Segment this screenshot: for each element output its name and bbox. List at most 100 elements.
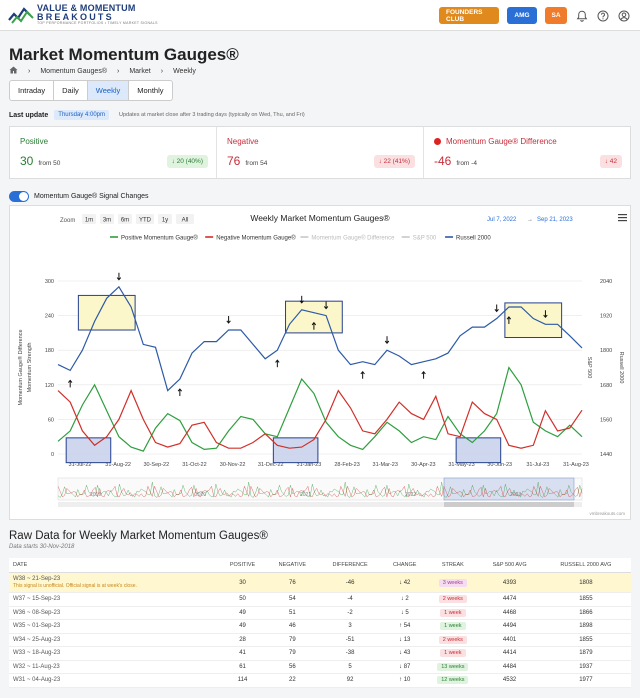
help-icon[interactable] xyxy=(596,9,609,22)
legend-item[interactable]: S&P 500 xyxy=(401,236,437,242)
column-header[interactable]: S&P 500 AVG xyxy=(478,558,541,573)
breadcrumb-item[interactable]: Market xyxy=(129,67,151,75)
y-tick-left: 240 xyxy=(45,314,54,320)
zoom-3m-button[interactable]: 3m xyxy=(100,214,114,224)
timeframe-tabs: Intraday Daily Weekly Monthly xyxy=(9,80,173,101)
column-header[interactable]: STREAK xyxy=(427,558,479,573)
legend-item[interactable]: Negative Momentum Gauge® xyxy=(205,235,296,242)
row-date: W37 ~ 15-Sep-23 xyxy=(13,596,61,603)
x-tick-label: 30-Sep-22 xyxy=(143,462,169,468)
founders-club-button[interactable]: FOUNDERS CLUB xyxy=(439,7,499,24)
page-title: Market Momentum Gauges® xyxy=(9,45,239,64)
positive-change-badge: ↓ 20 (40%) xyxy=(166,155,208,168)
zoom-ytd-button[interactable]: YTD xyxy=(136,214,154,224)
signal-down-arrow-icon xyxy=(299,295,304,304)
table-row[interactable]: W36 ~ 08-Sep-23 49 51 -2 ↓ 5 1 week 4468 1866 xyxy=(9,606,631,620)
navigator-year-label: 2019 xyxy=(90,492,101,498)
cell-negative: 79 xyxy=(266,646,319,661)
legend-item[interactable]: Positive Momentum Gauge® xyxy=(110,235,198,242)
range-from[interactable]: Jul 7, 2022 xyxy=(487,217,517,223)
x-tick-label: 31-Jan-23 xyxy=(297,462,322,468)
range-to[interactable]: Sep 21, 2023 xyxy=(537,217,573,223)
chart-menu-icon[interactable] xyxy=(618,214,627,222)
amg-button[interactable]: AMG xyxy=(507,7,537,24)
streak-badge: 2 weeks xyxy=(438,595,467,604)
column-header[interactable]: POSITIVE xyxy=(218,558,267,573)
tab-daily[interactable]: Daily xyxy=(54,81,88,100)
tab-weekly[interactable]: Weekly xyxy=(87,81,130,100)
streak-badge: 3 weeks xyxy=(438,578,467,587)
trough-highlight-box xyxy=(65,437,112,464)
table-row[interactable]: W31 ~ 04-Aug-23 114 22 92 ↑ 10 12 weeks 4532 19… xyxy=(9,673,631,688)
home-icon[interactable] xyxy=(9,66,18,76)
positive-stat: Positive 30 from 50 ↓ 20 (40%) xyxy=(10,127,217,178)
x-tick-label: 30-Nov-22 xyxy=(220,462,246,468)
zoom-all-button[interactable]: All xyxy=(176,214,194,224)
x-tick-label: 31-Jul-22 xyxy=(69,462,92,468)
last-update-time: Thursday 4:00pm xyxy=(54,110,109,120)
signal-down-arrow-icon xyxy=(543,310,548,319)
signal-up-arrow-icon xyxy=(177,388,183,397)
cell-difference: -4 xyxy=(318,592,383,607)
tab-monthly[interactable]: Monthly xyxy=(137,86,164,95)
user-account-icon[interactable] xyxy=(617,9,630,22)
cell-streak: 1 week xyxy=(427,619,479,634)
navigator-scrollbar-thumb[interactable] xyxy=(444,502,574,507)
table-row[interactable]: W32 ~ 11-Aug-23 61 56 5 ↓ 87 13 weeks 4484 1937 xyxy=(9,660,631,674)
cell-positive: 30 xyxy=(218,572,267,593)
signal-up-arrow-icon xyxy=(421,370,426,379)
cell-spx: 4484 xyxy=(478,660,541,674)
difference-change-badge: ↓ 42 xyxy=(599,155,622,168)
cell-spx: 4401 xyxy=(478,633,541,647)
last-update-label: Last update xyxy=(9,111,49,119)
brand-logo[interactable]: VALUE & MOMENTUM BREAKOUTS TOP PERFORMAN… xyxy=(8,4,158,26)
arrow-up-icon: ↑ xyxy=(399,623,403,630)
cell-rut: 1855 xyxy=(540,633,631,647)
x-tick-label: 31-Dec-22 xyxy=(258,462,284,468)
table-row[interactable]: W34 ~ 25-Aug-23 28 79 -51 ↓ 13 2 weeks 4401 185… xyxy=(9,633,631,647)
cell-rut: 1898 xyxy=(540,619,631,634)
bell-icon[interactable] xyxy=(575,9,588,22)
column-header[interactable]: RUSSELL 2000 AVG xyxy=(540,558,631,573)
negative-from: from 54 xyxy=(245,160,268,167)
y-axis-label-right-2: Russell 2000 xyxy=(618,352,624,384)
y-tick-right: 2040 xyxy=(600,279,612,285)
column-header[interactable]: NEGATIVE xyxy=(266,558,319,573)
table-row[interactable]: W35 ~ 01-Sep-23 49 46 3 ↑ 54 1 week 4494 1898 xyxy=(9,619,631,634)
legend-item[interactable]: Russell 2000 xyxy=(445,236,491,242)
y-axis-label-left-2: Momentum Strength xyxy=(27,343,33,393)
y-tick-left: 180 xyxy=(45,348,54,354)
row-date: W34 ~ 25-Aug-23 xyxy=(13,636,61,643)
navigator-year-label: 2021 xyxy=(300,492,311,498)
cell-negative: 22 xyxy=(266,673,319,688)
momentum-chart[interactable]: Zoom 1m 3m 6m YTD 1y All Weekly Market Moment… xyxy=(10,206,630,519)
legend-item[interactable]: Momentum Gauge® Difference xyxy=(300,235,395,242)
zoom-1y-button[interactable]: 1y xyxy=(158,214,172,224)
tab-intraday[interactable]: Intraday xyxy=(10,81,55,100)
cell-negative: 76 xyxy=(266,572,319,593)
last-update-row: Last update Thursday 4:00pm Updates at m… xyxy=(9,110,305,120)
column-header[interactable]: DATE xyxy=(9,558,219,573)
y-tick-right: 1920 xyxy=(600,314,612,320)
signal-changes-toggle[interactable] xyxy=(9,191,29,202)
table-row[interactable]: W33 ~ 18-Aug-23 41 79 -38 ↓ 43 1 week 4414 1879 xyxy=(9,646,631,661)
signal-toggle-label: Momentum Gauge® Signal Changes xyxy=(34,193,149,200)
breadcrumb-item[interactable]: Momentum Gauges® xyxy=(40,67,107,75)
arrow-down-icon: ↓ xyxy=(400,596,404,603)
zoom-1m-button[interactable]: 1m xyxy=(82,214,96,224)
cell-change: ↓ 87 xyxy=(382,660,428,674)
navigator-year-label: 2023 xyxy=(510,492,521,498)
zoom-6m-button[interactable]: 6m xyxy=(118,214,132,224)
y-tick-left: 60 xyxy=(48,417,54,423)
cell-rut: 1937 xyxy=(540,660,631,674)
table-row[interactable]: W38 ~ 21-Sep-23 This signal is unofficial… xyxy=(9,572,631,593)
column-header[interactable]: CHANGE xyxy=(382,558,428,573)
x-tick-label: 31-May-23 xyxy=(448,462,474,468)
sa-button[interactable]: SA xyxy=(545,7,567,24)
table-row[interactable]: W37 ~ 15-Sep-23 50 54 -4 ↓ 2 2 weeks 4474 1855 xyxy=(9,592,631,607)
navigator-scrollbar[interactable] xyxy=(58,502,582,507)
cell-rut: 1855 xyxy=(540,592,631,607)
raw-data-subtitle: Data starts 30-Nov-2018 xyxy=(9,544,75,550)
series-line xyxy=(57,285,583,392)
column-header[interactable]: DIFFERENCE xyxy=(318,558,383,573)
